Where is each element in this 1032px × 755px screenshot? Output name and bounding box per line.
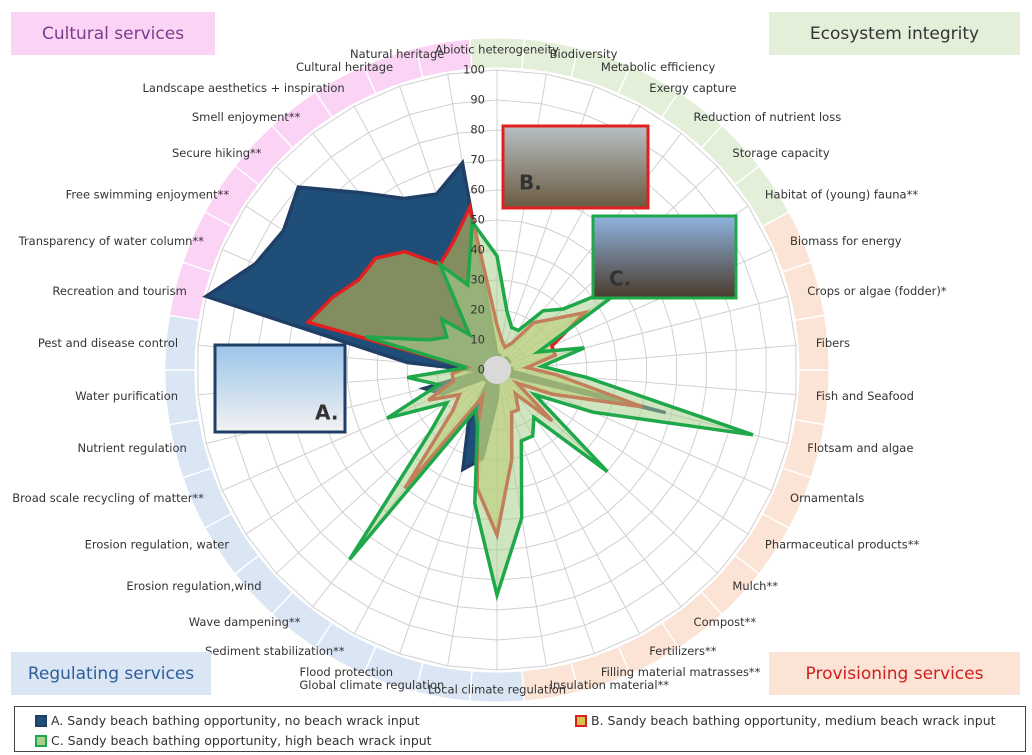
category-label: Metabolic efficiency (601, 60, 716, 74)
category-label: Flood protection (300, 665, 394, 679)
category-label: Compost** (694, 615, 757, 629)
center (483, 356, 511, 384)
photo (503, 126, 648, 208)
category-label: Erosion regulation,wind (126, 579, 261, 593)
category-label: Biomass for energy (790, 234, 902, 248)
photo-label: C. (609, 267, 631, 291)
group-label: Cultural services (11, 12, 215, 55)
r-tick-label: 90 (470, 93, 485, 107)
category-label: Smell enjoyment** (192, 110, 301, 124)
legend: A. Sandy beach bathing opportunity, no b… (14, 706, 1026, 752)
category-label: Pharmaceutical products** (765, 538, 920, 552)
r-tick-label: 30 (470, 273, 485, 287)
category-label: Erosion regulation, water (85, 538, 230, 552)
legend-label: A. Sandy beach bathing opportunity, no b… (51, 713, 420, 728)
legend-swatch (35, 735, 47, 747)
category-label: Ornamentals (790, 491, 864, 505)
category-label: Mulch** (732, 579, 778, 593)
category-label: Landscape aesthetics + inspiration (143, 81, 345, 95)
category-label: Secure hiking** (172, 146, 262, 160)
category-label: Free swimming enjoyment** (66, 187, 230, 201)
r-tick-label: 0 (478, 363, 485, 377)
category-label: Filling material matrasses** (601, 665, 761, 679)
category-label: Fish and Seafood (816, 389, 914, 403)
category-label: Recreation and tourism (52, 284, 186, 298)
category-label: Cultural heritage (296, 60, 393, 74)
category-label: Flotsam and algae (807, 441, 913, 455)
category-label: Fibers (816, 336, 850, 350)
category-label: Water purification (75, 389, 178, 403)
r-tick-label: 20 (470, 303, 485, 317)
page: 0 10 20 30 40 50 60 70 80 90 100 Abiotic heterogene… (0, 0, 1032, 755)
group-label: Regulating services (11, 652, 211, 695)
category-label: Wave dampening** (189, 615, 301, 629)
category-label: Fertilizers** (649, 644, 716, 658)
legend-entry: A. Sandy beach bathing opportunity, no b… (35, 713, 420, 728)
category-label: Broad scale recycling of matter** (12, 491, 204, 505)
category-label: Storage capacity (732, 146, 829, 160)
category-label: Habitat of (young) fauna** (765, 187, 918, 201)
group-label: Ecosystem integrity (769, 12, 1020, 55)
category-label: Biodiversity (550, 47, 618, 61)
category-label: Nutrient regulation (78, 441, 187, 455)
chart: 0 10 20 30 40 50 60 70 80 90 100 Abiotic heterogene… (0, 0, 1032, 705)
category-label: Local climate regulation (428, 683, 566, 697)
r-tick-label: 60 (470, 183, 485, 197)
legend-entry: B. Sandy beach bathing opportunity, medi… (575, 713, 996, 728)
legend-label: B. Sandy beach bathing opportunity, medi… (591, 713, 996, 728)
legend-entry: C. Sandy beach bathing opportunity, high… (35, 733, 432, 748)
category-label: Reduction of nutrient loss (694, 110, 842, 124)
group-label: Provisioning services (769, 652, 1020, 695)
r-tick-label: 80 (470, 123, 485, 137)
category-label: Transparency of water column** (18, 234, 205, 248)
category-label: Pest and disease control (38, 336, 178, 350)
r-tick-label: 10 (470, 333, 485, 347)
category-label: Natural heritage (350, 47, 444, 61)
legend-label: C. Sandy beach bathing opportunity, high… (51, 733, 432, 748)
r-tick-label: 100 (463, 63, 485, 77)
category-label: Insulation material** (550, 678, 670, 692)
legend-swatch (35, 715, 47, 727)
legend-swatch (575, 715, 587, 727)
photo-label: A. (315, 401, 338, 425)
category-label: Crops or algae (fodder)* (807, 284, 947, 298)
category-label: Abiotic heterogeneity (435, 43, 559, 57)
r-tick-label: 50 (470, 213, 485, 227)
r-tick-label: 40 (470, 243, 485, 257)
category-label: Sediment stabilization** (205, 644, 345, 658)
category-label: Exergy capture (649, 81, 736, 95)
category-label: Global climate regulation (299, 678, 444, 692)
photo-label: B. (519, 171, 542, 195)
r-tick-label: 70 (470, 153, 485, 167)
